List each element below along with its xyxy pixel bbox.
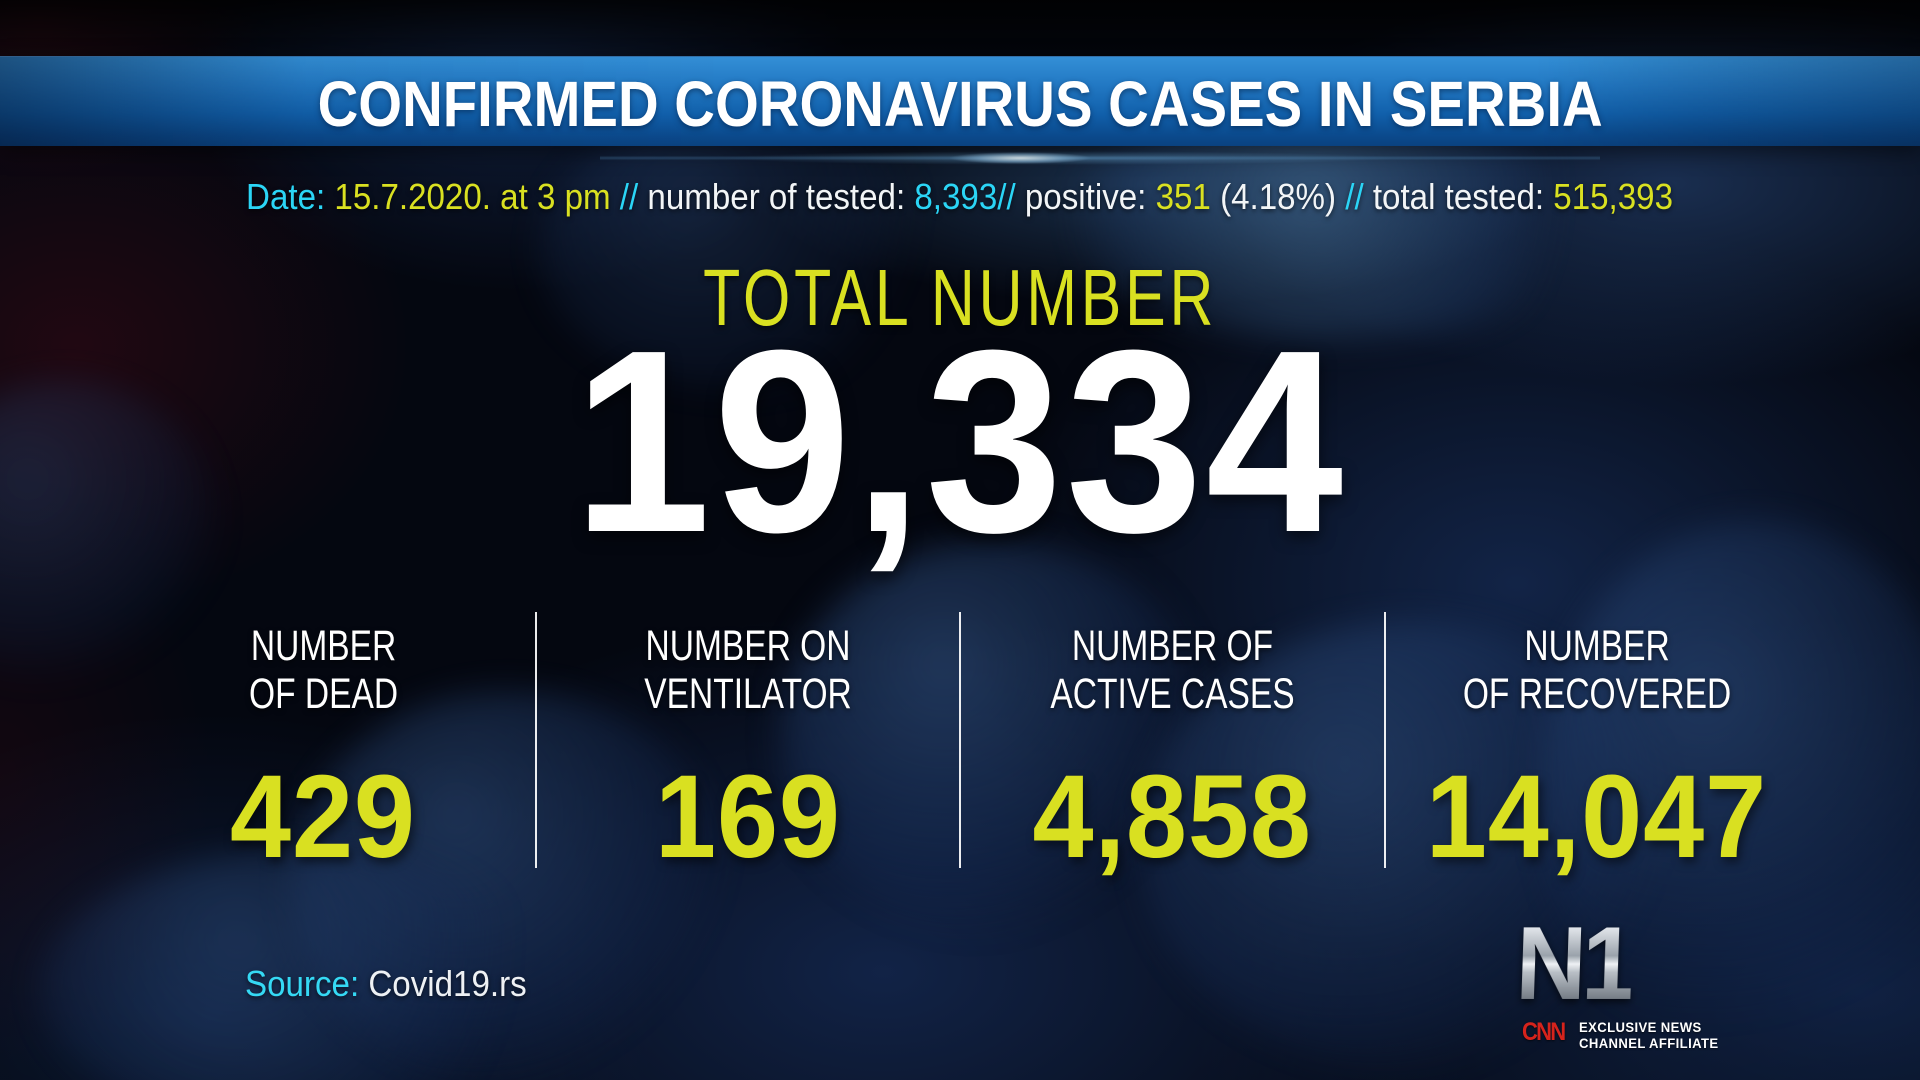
title-banner: CONFIRMED CORONAVIRUS CASES IN SERBIA	[0, 56, 1920, 146]
stat-label-line: NUMBER	[1524, 622, 1670, 670]
stat-label: NUMBER OF DEAD	[249, 622, 398, 718]
stat-label-line: OF RECOVERED	[1462, 670, 1731, 718]
stats-section: NUMBER OF DEAD 429 NUMBER ON VENTILATOR …	[112, 608, 1808, 876]
stat-column-active: NUMBER OF ACTIVE CASES 4,858	[961, 608, 1384, 876]
source-value: Covid19.rs	[368, 963, 527, 1004]
source-line: Source: Covid19.rs	[245, 963, 527, 1005]
total-number-label-row: TOTAL NUMBER	[0, 252, 1920, 344]
info-segment: 15.7.2020. at 3 pm	[334, 176, 621, 217]
total-number-value: 19,334	[573, 297, 1347, 587]
affiliate-line: EXCLUSIVE NEWS	[1579, 1020, 1702, 1035]
column-divider	[959, 612, 961, 868]
stat-value: 169	[654, 751, 841, 883]
info-segment: //	[1345, 176, 1374, 217]
stat-column-dead: NUMBER OF DEAD 429	[112, 608, 535, 876]
page-title: CONFIRMED CORONAVIRUS CASES IN SERBIA	[317, 67, 1603, 140]
stat-label-line: ACTIVE CASES	[1050, 670, 1295, 718]
stat-value: 4,858	[1032, 751, 1312, 883]
stat-label-line: NUMBER	[250, 622, 396, 670]
total-number-value-row: 19,334	[0, 312, 1920, 572]
stat-label-line: OF DEAD	[248, 670, 398, 718]
info-segment: total tested:	[1373, 176, 1554, 217]
info-segment: Date:	[246, 176, 335, 217]
affiliate-text: EXCLUSIVE NEWS CHANNEL AFFILIATE	[1579, 1020, 1718, 1052]
stat-label-line: NUMBER OF	[1071, 622, 1273, 670]
info-segment: //	[620, 176, 648, 217]
stat-label-line: VENTILATOR	[643, 670, 852, 718]
stat-label: NUMBER OF ACTIVE CASES	[1050, 622, 1294, 718]
info-segment: 8,393	[914, 176, 998, 217]
info-segment: (4.18%)	[1220, 176, 1346, 217]
stat-value: 14,047	[1426, 751, 1768, 883]
info-segment: 515,393	[1553, 176, 1674, 217]
column-divider	[1383, 612, 1386, 868]
stat-column-recovered: NUMBER OF RECOVERED 14,047	[1386, 608, 1809, 876]
info-segment: 351	[1156, 176, 1221, 217]
channel-branding: N1 CNN EXCLUSIVE NEWS CHANNEL AFFILIATE	[1514, 906, 1736, 1052]
info-segment: //	[997, 176, 1026, 217]
stat-label-line: NUMBER ON	[645, 622, 851, 670]
stat-label: NUMBER OF RECOVERED	[1463, 622, 1731, 718]
stat-column-ventilator: NUMBER ON VENTILATOR 169	[537, 608, 960, 876]
cnn-affiliate-row: CNN EXCLUSIVE NEWS CHANNEL AFFILIATE	[1522, 1020, 1736, 1052]
cnn-logo: CNN	[1522, 1018, 1566, 1046]
info-line-text: Date: 15.7.2020. at 3 pm // number of te…	[247, 176, 1674, 218]
n1-logo: N1	[1514, 906, 1634, 1022]
info-line: Date: 15.7.2020. at 3 pm // number of te…	[0, 176, 1920, 218]
stat-label: NUMBER ON VENTILATOR	[644, 622, 852, 718]
source-label: Source:	[245, 963, 369, 1004]
affiliate-line: CHANNEL AFFILIATE	[1579, 1036, 1719, 1052]
info-segment: positive:	[1025, 176, 1157, 217]
stat-value: 429	[230, 751, 417, 883]
column-divider	[534, 612, 537, 868]
total-number-label: TOTAL NUMBER	[702, 253, 1218, 342]
info-segment: number of tested:	[647, 176, 915, 217]
